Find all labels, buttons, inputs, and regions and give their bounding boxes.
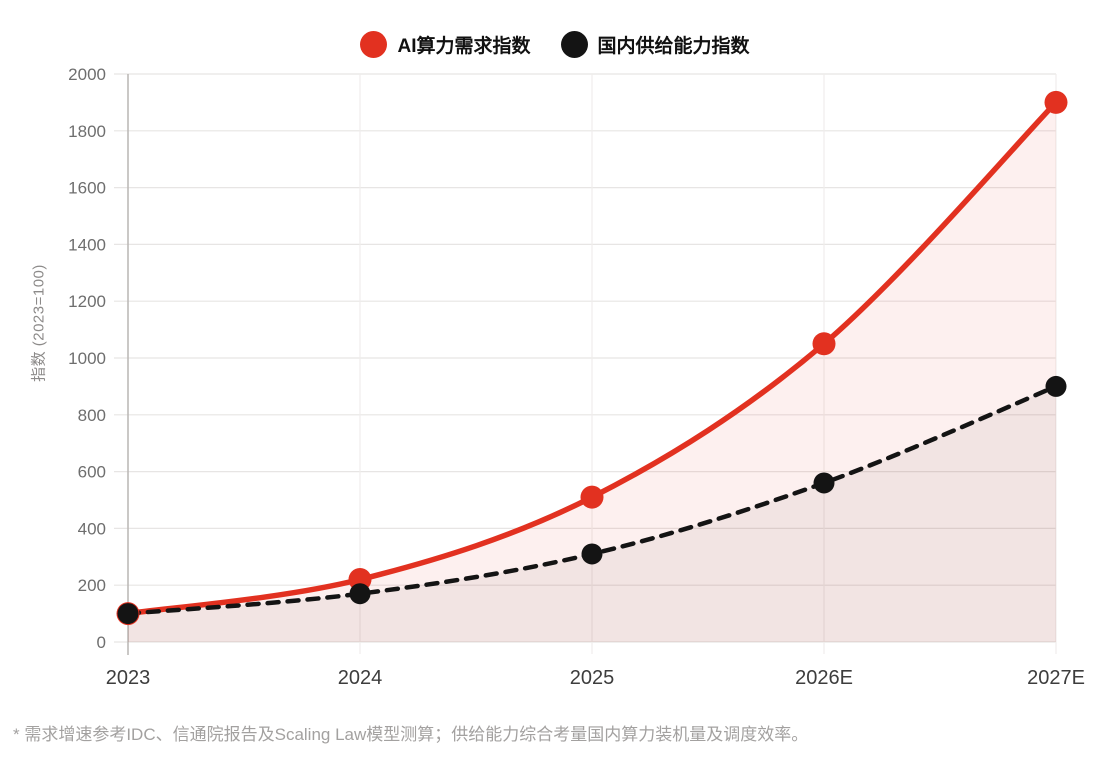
svg-text:600: 600: [78, 463, 106, 482]
line-chart-plot-area: 0 200 400 600 800 1000 1200 1400 1600 1800 2000 202…: [68, 65, 1085, 689]
svg-text:2023: 2023: [106, 667, 151, 689]
svg-text:1200: 1200: [68, 292, 106, 311]
legend: AI算力需求指数 国内供给能力指数: [0, 26, 1110, 62]
svg-text:1800: 1800: [68, 122, 106, 141]
svg-text:800: 800: [78, 406, 106, 425]
svg-text:1600: 1600: [68, 179, 106, 198]
legend-item-demand[interactable]: AI算力需求指数: [360, 30, 531, 58]
svg-text:1000: 1000: [68, 349, 106, 368]
footnote: * 需求增速参考IDC、信通院报告及Scaling Law模型测算；供给能力综合…: [13, 725, 809, 744]
svg-text:2027E: 2027E: [1027, 667, 1085, 689]
svg-text:1400: 1400: [68, 235, 106, 254]
supply-series-marker-icon: [560, 30, 588, 58]
legend-item-supply[interactable]: 国内供给能力指数: [560, 30, 750, 58]
svg-text:2026E: 2026E: [795, 667, 853, 689]
svg-text:2025: 2025: [570, 667, 615, 689]
svg-text:0: 0: [97, 633, 106, 652]
svg-text:200: 200: [78, 576, 106, 595]
legend-label-demand: AI算力需求指数: [397, 35, 531, 57]
demand-series-marker-icon: [360, 30, 388, 58]
svg-text:400: 400: [78, 519, 106, 538]
svg-text:2024: 2024: [338, 667, 383, 689]
legend-label-supply: 国内供给能力指数: [597, 35, 750, 57]
svg-text:2000: 2000: [68, 65, 106, 84]
